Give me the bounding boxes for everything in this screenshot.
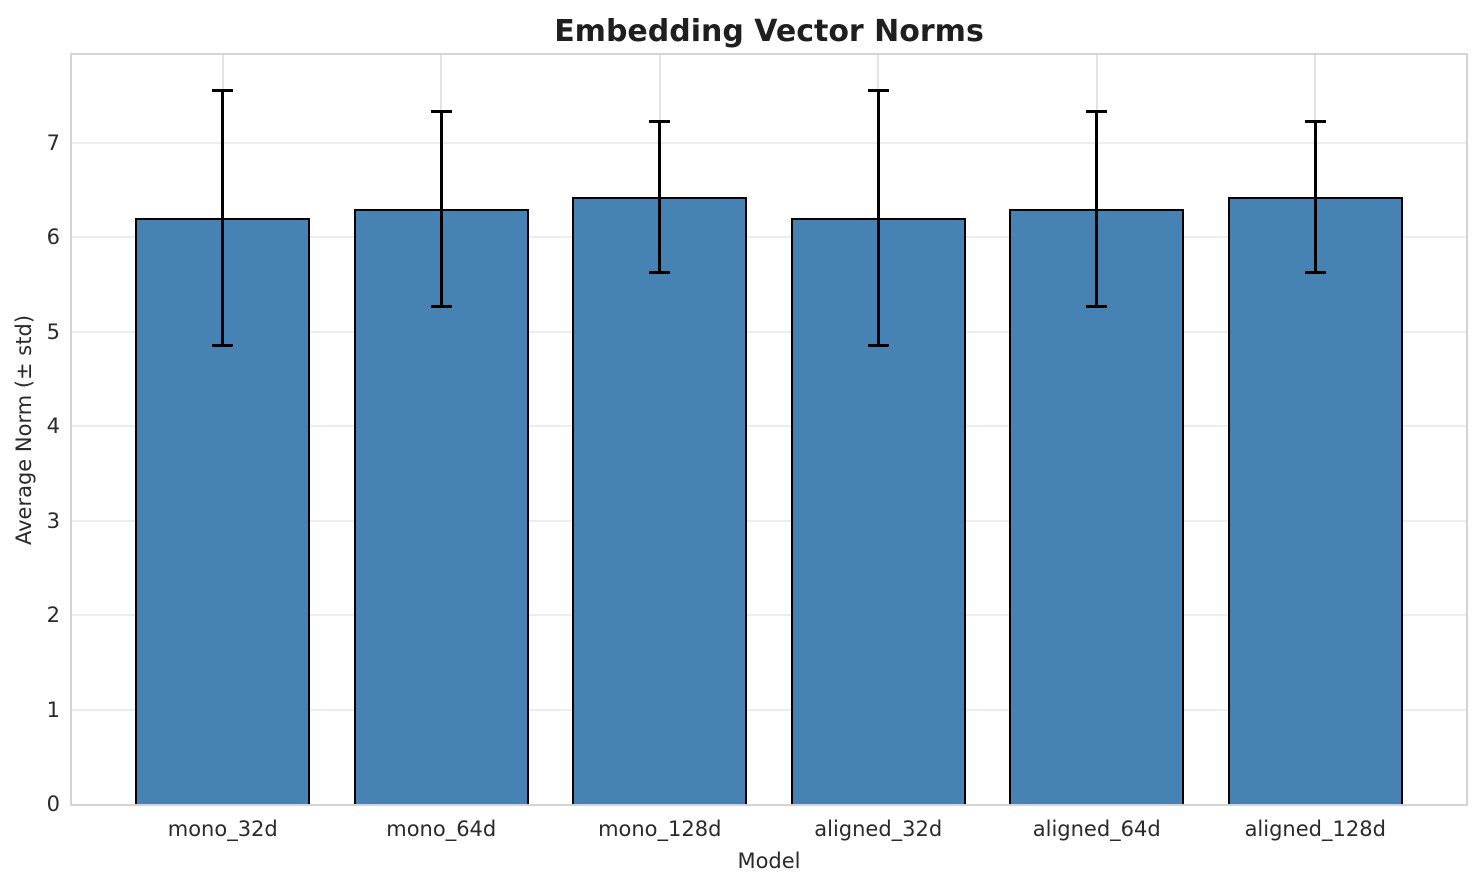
error-bar-line <box>658 121 662 273</box>
h-gridline <box>72 330 1466 333</box>
x-tick-label: aligned_128d <box>1244 817 1386 841</box>
chart-title: Embedding Vector Norms <box>554 14 984 49</box>
y-tick-label: 4 <box>46 414 60 439</box>
error-bar-line <box>221 90 225 346</box>
plot-area: Embedding Vector Norms Average Norm (± s… <box>12 14 1468 873</box>
x-tick-label: aligned_64d <box>1032 817 1161 841</box>
h-gridline <box>72 425 1466 428</box>
y-tick-label: 0 <box>46 792 60 816</box>
error-bar-cap-bottom <box>867 344 889 348</box>
error-bar-cap-top <box>649 119 671 123</box>
y-tick-label: 7 <box>46 130 60 155</box>
bar <box>1009 208 1185 804</box>
bar <box>572 196 748 804</box>
y-tick-label: 6 <box>46 225 60 250</box>
error-bar-cap-bottom <box>649 270 671 274</box>
error-bar-cap-top <box>430 110 452 114</box>
error-bar-line <box>1313 121 1317 273</box>
error-bar-cap-bottom <box>212 344 234 348</box>
h-gridline <box>72 519 1466 522</box>
error-bar-line <box>1095 111 1099 307</box>
error-bar-cap-bottom <box>1086 304 1108 308</box>
error-bar-cap-top <box>1304 119 1326 123</box>
error-bar-cap-bottom <box>1304 270 1326 274</box>
error-bar-cap-top <box>867 89 889 93</box>
y-tick-label: 2 <box>46 603 60 628</box>
h-gridline <box>72 236 1466 239</box>
bar <box>1227 196 1403 804</box>
x-tick-label: mono_32d <box>167 817 278 841</box>
y-tick-label: 1 <box>46 697 60 722</box>
h-gridline <box>72 708 1466 711</box>
error-bar-line <box>439 111 443 307</box>
x-axis-label: Model <box>737 849 801 873</box>
x-tick-label: mono_128d <box>598 817 722 841</box>
h-gridline <box>72 614 1466 617</box>
x-tick-label: aligned_32d <box>814 817 943 841</box>
x-tick-label: mono_64d <box>386 817 497 841</box>
y-tick-label: 3 <box>46 508 60 533</box>
error-bar-cap-top <box>212 89 234 93</box>
error-bar-cap-bottom <box>430 304 452 308</box>
h-gridline <box>72 141 1466 144</box>
error-bar-cap-top <box>1086 110 1108 114</box>
error-bar-line <box>876 90 880 346</box>
y-tick-label: 5 <box>46 319 60 344</box>
